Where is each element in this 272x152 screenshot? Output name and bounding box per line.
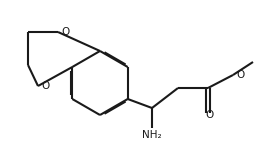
Text: O: O — [61, 27, 70, 37]
Text: O: O — [236, 70, 245, 80]
Text: O: O — [205, 110, 214, 120]
Text: O: O — [41, 81, 50, 91]
Text: NH₂: NH₂ — [142, 130, 162, 140]
